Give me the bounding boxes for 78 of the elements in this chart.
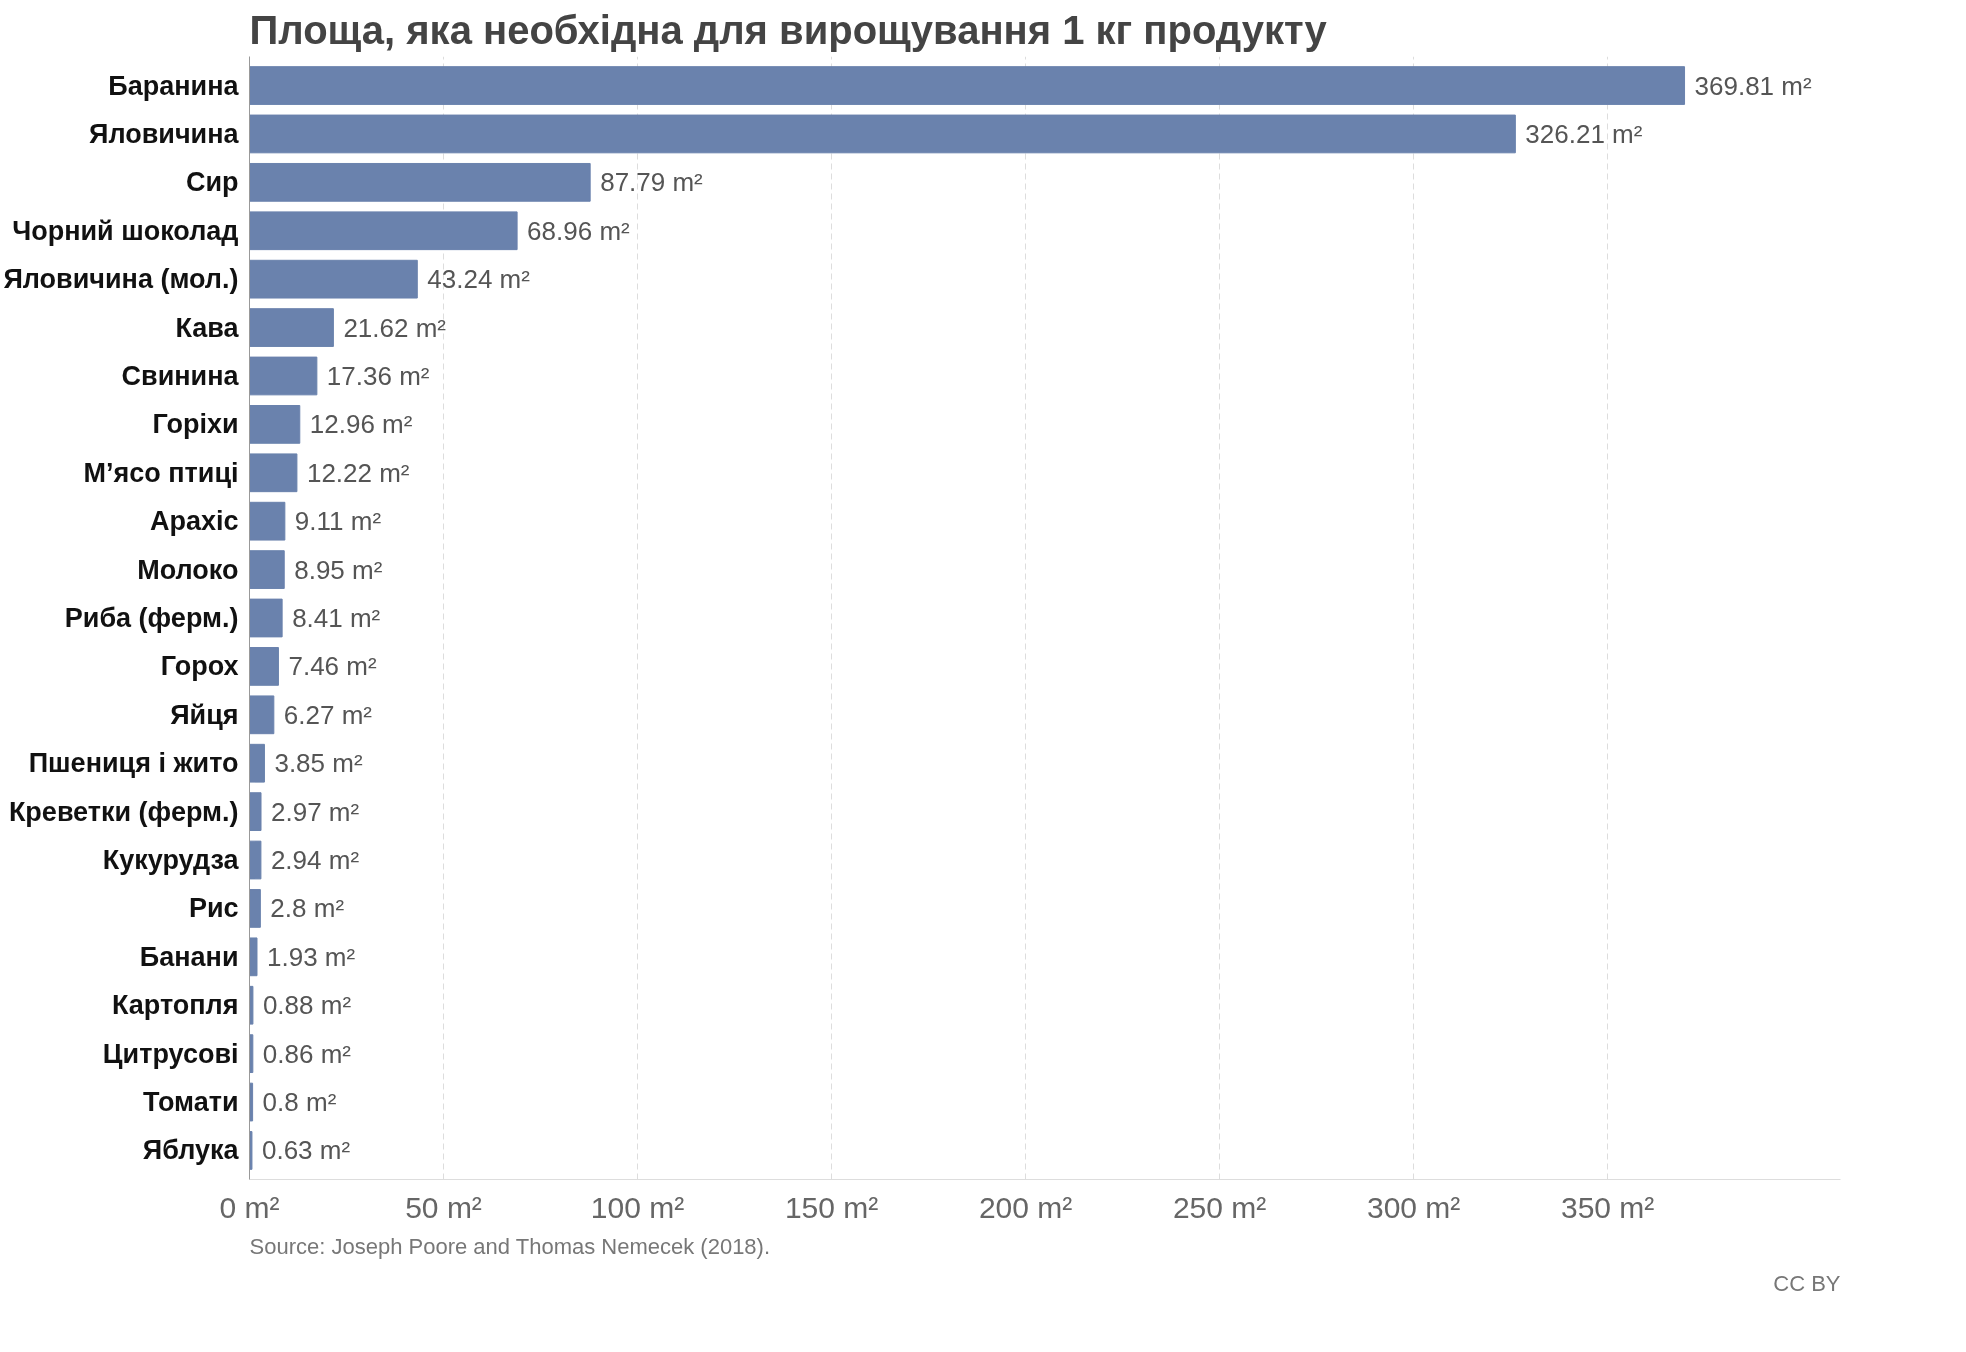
data-label: 68.96 m²	[527, 215, 631, 246]
data-label: 8.95 m²	[294, 554, 383, 585]
x-tick-label: 250 m²	[1172, 1190, 1267, 1224]
y-tick-label: Банани	[139, 941, 239, 972]
data-label: 3.85 m²	[274, 748, 363, 779]
y-tick-label: Кукурудза	[102, 845, 240, 876]
data-label: 17.36 m²	[326, 360, 430, 391]
bar	[249, 114, 1516, 154]
chart-title: Площа, яка необхідна для вирощування 1 кг продукту	[249, 7, 1328, 52]
data-label: 6.27 m²	[283, 699, 373, 730]
bar	[249, 598, 283, 638]
bar	[249, 162, 591, 202]
y-tick-label: М’ясо птиці	[83, 457, 239, 488]
bar	[249, 840, 262, 880]
bar	[249, 308, 334, 347]
data-label: 0.86 m²	[262, 1038, 352, 1069]
data-label: 12.22 m²	[306, 457, 410, 488]
data-label: 43.24 m²	[427, 264, 531, 295]
y-tick-label: Арахіс	[149, 506, 239, 537]
bar	[249, 501, 286, 541]
y-tick-label: Яблука	[142, 1135, 240, 1166]
x-tick-label: 100 m²	[590, 1190, 685, 1224]
data-label: 8.41 m²	[292, 603, 381, 633]
x-tick-label: 300 m²	[1366, 1190, 1461, 1224]
bar	[249, 937, 258, 977]
data-label: 9.11 m²	[294, 506, 382, 537]
bar	[249, 1131, 253, 1170]
y-tick-label: Баранина	[108, 70, 240, 101]
bar	[249, 889, 261, 928]
data-label: 87.79 m²	[600, 167, 704, 198]
data-label: 369.81 m²	[1694, 70, 1812, 101]
x-tick-label: 50 m²	[405, 1190, 482, 1224]
bar	[249, 259, 418, 299]
x-tick-label: 350 m²	[1560, 1190, 1655, 1224]
x-tick-label: 150 m²	[784, 1190, 879, 1224]
bar	[249, 550, 285, 589]
y-tick-label: Рис	[188, 893, 239, 924]
data-label: 12.96 m²	[309, 409, 413, 440]
data-label: 0.8 m²	[262, 1087, 337, 1118]
y-tick-label: Риба (ферм.)	[64, 603, 239, 633]
y-tick-label: Горіхи	[152, 409, 239, 440]
data-label: 326.21 m²	[1525, 118, 1643, 149]
data-label: 21.62 m²	[343, 312, 447, 343]
bar	[249, 985, 254, 1025]
data-label: 2.97 m²	[271, 796, 360, 827]
bar	[249, 405, 301, 444]
y-tick-label: Пшениця і жито	[28, 748, 239, 779]
bar	[249, 211, 518, 251]
y-tick-label: Кава	[175, 312, 240, 343]
y-tick-label: Яловичина (мол.)	[3, 264, 239, 295]
y-tick-label: Свинина	[121, 360, 240, 391]
y-tick-label: Молоко	[137, 554, 239, 585]
data-label: 1.93 m²	[266, 941, 356, 972]
y-tick-label: Цитрусові	[102, 1038, 239, 1069]
data-label: 2.8 m²	[270, 893, 345, 924]
x-tick-label: 0 m²	[219, 1190, 280, 1224]
bar	[249, 356, 318, 396]
data-label: 0.88 m²	[262, 990, 352, 1021]
y-tick-label: Яловичина	[89, 118, 240, 149]
data-label: 7.46 m²	[288, 651, 377, 682]
text: CC BY	[1773, 1270, 1841, 1296]
bar	[249, 695, 275, 735]
data-label: 2.94 m²	[270, 845, 360, 876]
y-tick-label: Картопля	[111, 990, 239, 1021]
bar	[249, 743, 265, 783]
y-tick-label: Чорний шоколад	[12, 215, 239, 246]
x-tick-label: 200 m²	[978, 1190, 1073, 1224]
bar	[249, 647, 279, 686]
y-tick-label: Сир	[185, 167, 239, 198]
y-tick-label: Горох	[160, 651, 239, 682]
source-note: Source: Joseph Poore and Thomas Nemecek (2018).	[249, 1233, 771, 1259]
y-tick-label: Креветки (ферм.)	[8, 796, 239, 827]
data-label: 0.63 m²	[261, 1135, 351, 1166]
bar	[249, 66, 1686, 105]
y-tick-label: Яйця	[170, 699, 239, 730]
bar	[249, 792, 262, 831]
y-tick-label: Томати	[143, 1087, 239, 1118]
bar	[249, 453, 298, 493]
